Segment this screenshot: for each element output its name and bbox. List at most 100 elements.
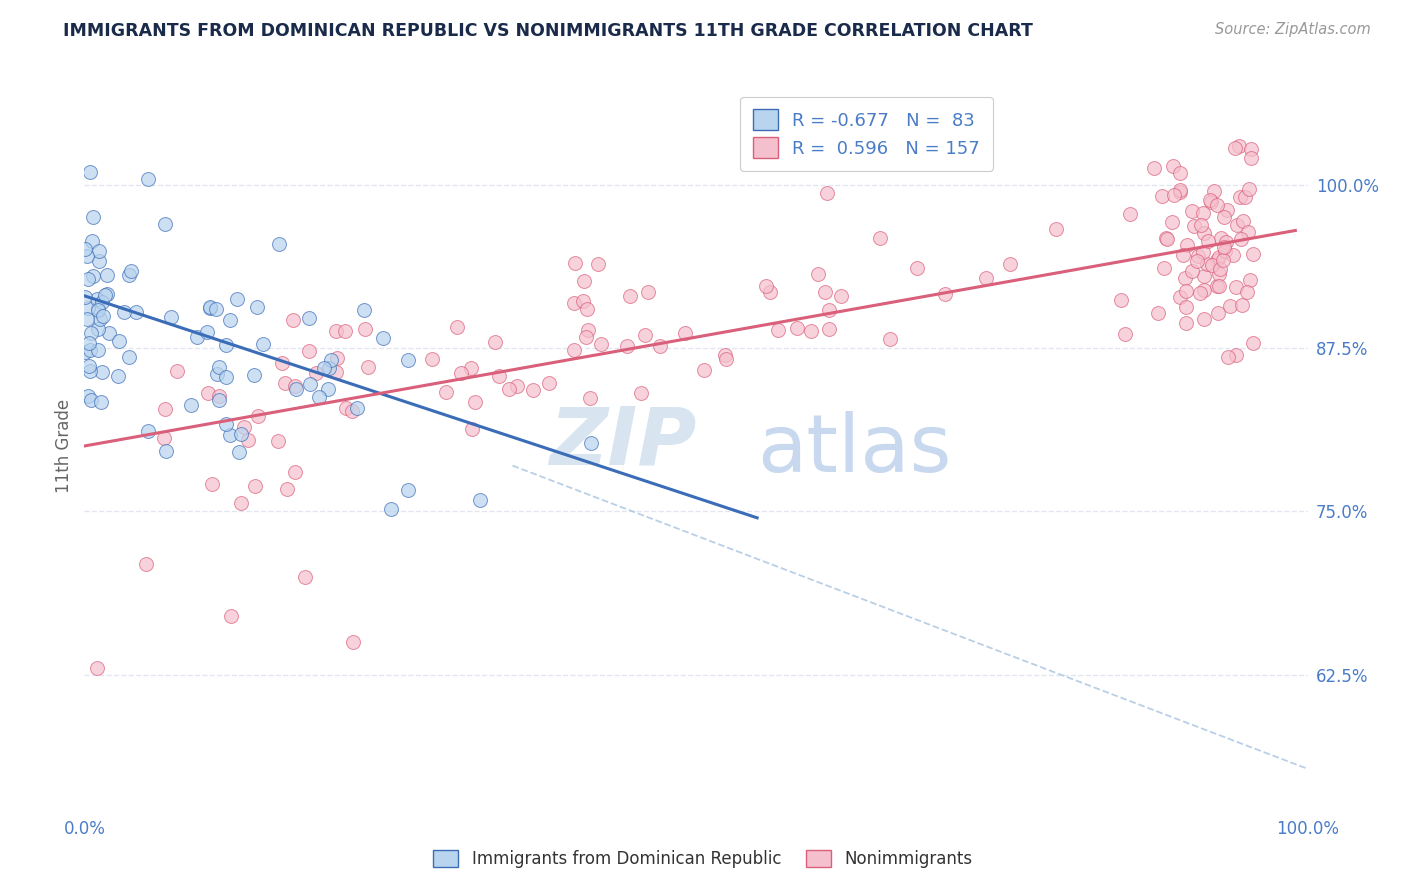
Point bbox=[284, 379, 307, 393]
Text: IMMIGRANTS FROM DOMINICAN REPUBLIC VS NONIMMIGRANTS 11TH GRADE CORRELATION CHART: IMMIGRANTS FROM DOMINICAN REPUBLIC VS NO… bbox=[63, 22, 1033, 40]
Point bbox=[818, 303, 841, 318]
Point bbox=[1150, 188, 1173, 202]
Point bbox=[1147, 305, 1170, 319]
Point bbox=[201, 477, 224, 491]
Point bbox=[1163, 187, 1185, 202]
Point bbox=[354, 321, 377, 335]
Point bbox=[326, 351, 349, 365]
Point bbox=[76, 301, 98, 315]
Point bbox=[243, 368, 266, 382]
Point bbox=[76, 312, 98, 326]
Point bbox=[498, 382, 520, 396]
Point bbox=[1143, 161, 1166, 175]
Point bbox=[434, 385, 457, 400]
Point bbox=[135, 557, 157, 571]
Point bbox=[998, 258, 1021, 272]
Point bbox=[1192, 206, 1215, 220]
Point bbox=[616, 338, 638, 352]
Point bbox=[229, 496, 252, 510]
Point bbox=[1215, 235, 1237, 249]
Point bbox=[1156, 231, 1178, 245]
Legend: Immigrants from Dominican Republic, Nonimmigrants: Immigrants from Dominican Republic, Noni… bbox=[426, 843, 980, 875]
Point bbox=[208, 359, 231, 374]
Point bbox=[155, 444, 177, 458]
Point bbox=[1181, 264, 1204, 278]
Point bbox=[276, 483, 298, 497]
Point bbox=[245, 479, 267, 493]
Point bbox=[87, 343, 110, 357]
Point bbox=[830, 289, 852, 303]
Point bbox=[198, 301, 221, 315]
Point bbox=[160, 310, 183, 325]
Point bbox=[1237, 182, 1260, 196]
Point bbox=[218, 427, 240, 442]
Point bbox=[579, 436, 602, 450]
Point bbox=[1205, 197, 1227, 211]
Point bbox=[818, 322, 841, 336]
Point bbox=[1198, 193, 1220, 207]
Point bbox=[630, 385, 652, 400]
Point bbox=[460, 361, 482, 376]
Point bbox=[1161, 215, 1184, 229]
Point bbox=[1187, 249, 1209, 263]
Point bbox=[586, 257, 609, 271]
Point bbox=[77, 389, 100, 403]
Point bbox=[91, 295, 114, 310]
Point bbox=[1175, 285, 1198, 299]
Point bbox=[1208, 306, 1230, 320]
Point bbox=[1239, 142, 1261, 156]
Point bbox=[817, 186, 839, 200]
Point bbox=[1240, 151, 1263, 165]
Point bbox=[1239, 273, 1261, 287]
Point bbox=[1218, 350, 1240, 364]
Point bbox=[77, 336, 100, 351]
Point bbox=[1181, 204, 1204, 219]
Point bbox=[1208, 268, 1230, 282]
Point bbox=[120, 264, 142, 278]
Point bbox=[1175, 300, 1198, 314]
Point bbox=[118, 350, 141, 364]
Point bbox=[267, 434, 290, 449]
Point bbox=[155, 218, 177, 232]
Point bbox=[1174, 271, 1197, 285]
Point bbox=[299, 376, 322, 391]
Point bbox=[316, 382, 339, 396]
Point bbox=[195, 325, 218, 339]
Point bbox=[879, 332, 901, 346]
Point bbox=[94, 288, 117, 302]
Point bbox=[1232, 214, 1254, 228]
Point bbox=[205, 368, 228, 382]
Point bbox=[420, 351, 443, 366]
Text: atlas: atlas bbox=[758, 410, 952, 489]
Point bbox=[1199, 195, 1222, 210]
Point bbox=[335, 401, 357, 415]
Point bbox=[86, 292, 108, 306]
Point bbox=[619, 289, 641, 303]
Point bbox=[1170, 166, 1192, 180]
Point bbox=[208, 392, 231, 407]
Point bbox=[800, 324, 823, 338]
Point bbox=[1206, 253, 1229, 268]
Point bbox=[1197, 257, 1219, 271]
Point bbox=[80, 326, 103, 341]
Point bbox=[298, 311, 321, 326]
Point bbox=[1174, 316, 1197, 330]
Point bbox=[87, 301, 110, 316]
Legend: R = -0.677   N =  83, R =  0.596   N = 157: R = -0.677 N = 83, R = 0.596 N = 157 bbox=[740, 96, 993, 171]
Point bbox=[1225, 348, 1247, 362]
Point bbox=[1197, 234, 1219, 248]
Point bbox=[166, 364, 188, 378]
Point bbox=[90, 395, 112, 409]
Point bbox=[759, 285, 782, 300]
Point bbox=[1175, 237, 1198, 252]
Point bbox=[575, 302, 598, 317]
Point bbox=[1222, 248, 1244, 262]
Point bbox=[562, 295, 585, 310]
Point bbox=[1236, 225, 1258, 239]
Point bbox=[1170, 290, 1192, 304]
Point bbox=[346, 401, 368, 415]
Point bbox=[153, 402, 176, 417]
Point bbox=[1194, 226, 1216, 240]
Point bbox=[87, 244, 110, 259]
Point bbox=[73, 289, 96, 303]
